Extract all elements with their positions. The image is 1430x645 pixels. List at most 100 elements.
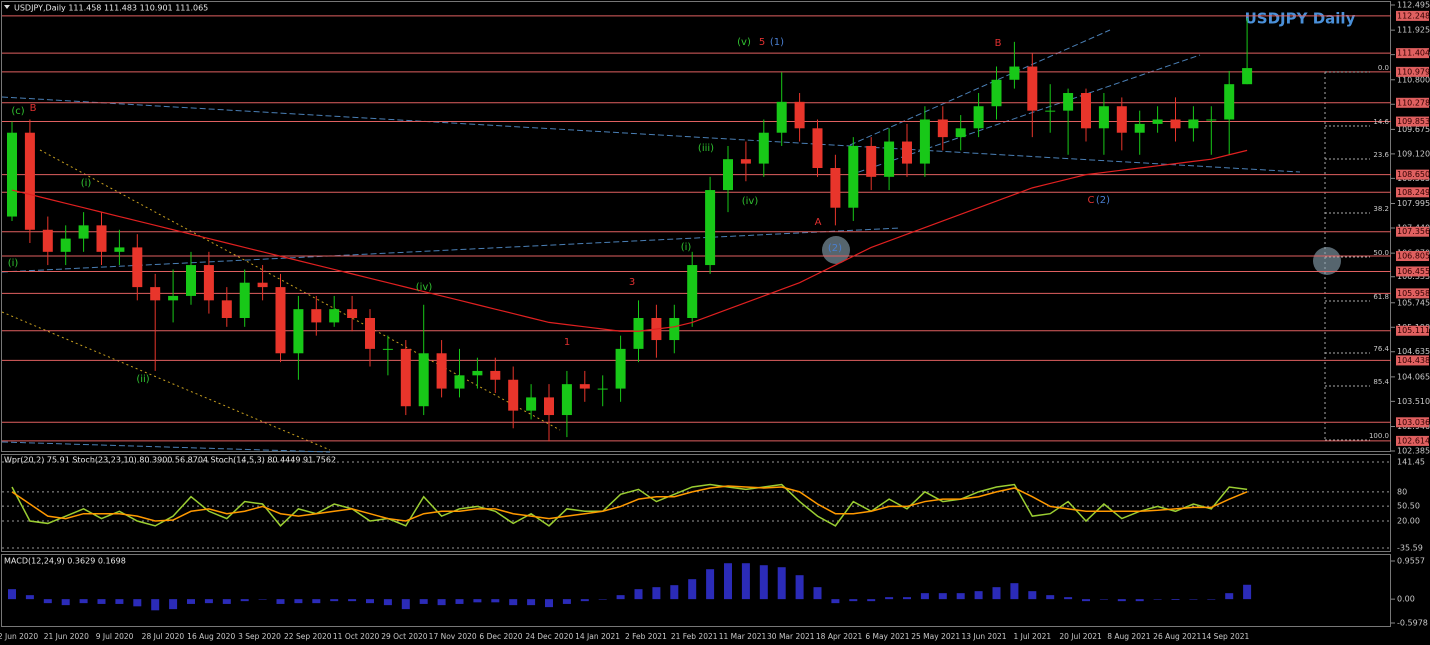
candle-body: [1027, 66, 1038, 111]
macd-bar: [652, 587, 661, 600]
level-label: 109.853: [1397, 117, 1430, 126]
candle-body: [347, 309, 358, 318]
x-tick-label: 17 Nov 2020: [429, 632, 477, 641]
wave-label: (iii): [698, 143, 714, 154]
x-tick-label: 8 Aug 2021: [1107, 632, 1150, 641]
y-tick-label: 109.675: [1397, 125, 1430, 134]
macd-bar: [151, 599, 160, 611]
wave-label: 5: [759, 37, 765, 48]
macd-bar: [169, 599, 178, 610]
level-label-box: [1396, 435, 1429, 446]
candle-body: [991, 79, 1002, 107]
level-label-box: [1396, 355, 1429, 366]
candle-body: [168, 295, 179, 301]
y-tick-label: 106.335: [1397, 272, 1430, 281]
macd-bar: [455, 599, 464, 604]
macd-bar: [1064, 597, 1073, 600]
candle-body: [60, 238, 71, 252]
y-tick-label: 103.510: [1397, 397, 1430, 406]
macd-bar: [330, 599, 339, 602]
candle-body: [848, 145, 859, 208]
candle-body: [1188, 119, 1199, 129]
candle-body: [1116, 106, 1127, 133]
y-tick-label: -35.59: [1397, 544, 1423, 553]
macd-bar: [759, 565, 768, 600]
macd-panel: [1, 554, 1391, 627]
level-label: 110.278: [1397, 98, 1430, 107]
level-label: 104.438: [1397, 356, 1430, 365]
oscillator-panel: [1, 454, 1391, 552]
wave-label: (i): [81, 178, 92, 189]
x-tick-label: 24 Dec 2020: [525, 632, 573, 641]
candle-body: [114, 247, 125, 252]
macd-bar: [1028, 591, 1037, 600]
x-tick-label: 2 Feb 2021: [625, 632, 667, 641]
level-label: 111.404: [1397, 49, 1430, 58]
macd-bar: [920, 593, 929, 600]
trend-line: [39, 149, 561, 431]
candle-body: [436, 353, 447, 389]
level-label: 106.455: [1397, 267, 1430, 276]
candle-body: [150, 287, 161, 301]
level-label: 110.979: [1397, 67, 1430, 76]
oscillator-line: [11, 485, 1248, 522]
candle-body: [830, 168, 841, 208]
x-tick-label: 1 Jul 2021: [1013, 632, 1051, 641]
menu-arrow: [4, 5, 10, 9]
candle-body: [884, 141, 895, 177]
level-label: 112.248: [1397, 11, 1430, 20]
wave-label: 1: [564, 337, 570, 348]
level-label-box: [1396, 10, 1429, 21]
level-label-box: [1396, 288, 1429, 299]
macd-bar: [1099, 599, 1108, 600]
macd-bar: [1010, 583, 1019, 600]
x-tick-label: 11 Oct 2020: [333, 632, 380, 641]
macd-bar: [867, 599, 876, 602]
candle-body: [1224, 84, 1235, 120]
moving-average: [11, 149, 1248, 332]
macd-bar: [562, 599, 571, 604]
y-tick-label: 20.00: [1397, 516, 1420, 525]
candle-body: [400, 348, 411, 407]
fib-label: 85.4: [1373, 378, 1389, 386]
symbol-header: USDJPY,Daily 111.458 111.483 110.901 111…: [14, 4, 208, 13]
macd-bar: [616, 595, 625, 600]
macd-bar: [1135, 599, 1144, 602]
macd-bar: [706, 569, 715, 600]
candle-body: [794, 101, 805, 129]
y-tick-label: 104.635: [1397, 347, 1430, 356]
chart-title: USDJPY Daily: [1245, 10, 1356, 28]
candle-body: [902, 141, 912, 164]
level-label: 108.650: [1397, 170, 1430, 179]
y-tick-label: 104.065: [1397, 372, 1430, 381]
y-tick-label: 141.45: [1397, 458, 1425, 467]
x-tick-label: 28 Jul 2020: [142, 632, 185, 641]
x-tick-label: 3 Sep 2020: [238, 632, 281, 641]
candle-body: [544, 397, 554, 416]
level-label: 107.356: [1397, 227, 1430, 236]
y-tick-label: 0.9557: [1397, 557, 1425, 566]
macd-bar: [240, 599, 249, 602]
macd-bar: [1207, 599, 1216, 600]
macd-bar: [813, 587, 822, 600]
macd-bar: [956, 593, 965, 600]
macd-bar: [204, 599, 213, 604]
macd-bar: [1153, 599, 1162, 600]
trend-line: [849, 54, 1201, 176]
wave-label: (iv): [742, 196, 759, 207]
macd-bar: [688, 579, 697, 600]
macd-bar: [992, 587, 1001, 600]
level-label-box: [1396, 66, 1429, 77]
x-tick-label: 22 Sep 2020: [284, 632, 332, 641]
macd-bar: [849, 599, 858, 602]
x-tick-label: 21 Jun 2020: [44, 632, 89, 641]
macd-bar: [366, 599, 374, 604]
macd-bar: [545, 599, 553, 608]
wave-label: (v): [737, 37, 751, 48]
candle-body: [1063, 93, 1074, 111]
candle-body: [1206, 119, 1217, 121]
candle-body: [1045, 110, 1056, 112]
level-label-box: [1396, 48, 1429, 59]
oscillator-line: [11, 483, 1248, 527]
candle-body: [937, 119, 948, 138]
